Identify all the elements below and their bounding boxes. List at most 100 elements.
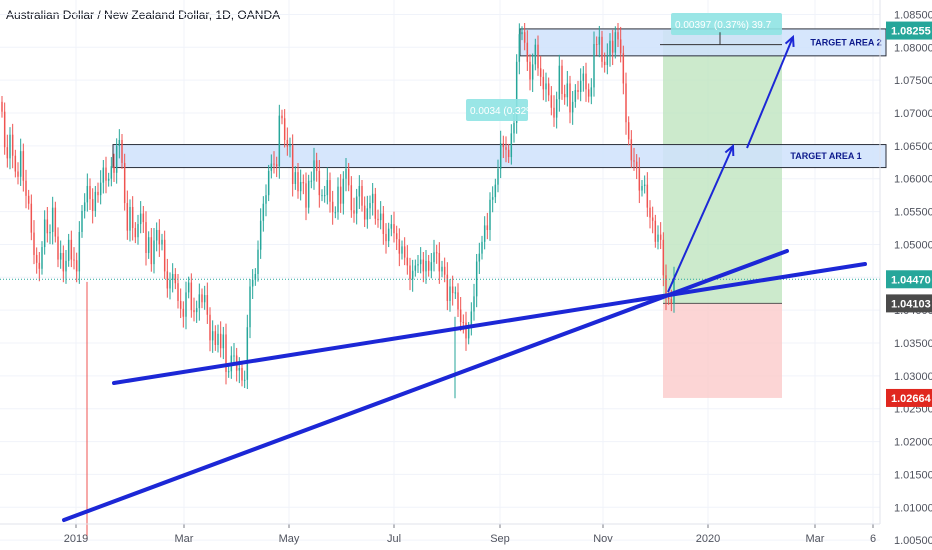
candle-body (17, 171, 19, 177)
candle-body (401, 246, 403, 254)
candle-body (470, 311, 473, 328)
candle-body (27, 195, 30, 204)
candle-body (315, 160, 318, 171)
candle-body (187, 282, 190, 293)
candle-body (326, 180, 329, 196)
measure-label-text: 0.0034 (0.32%) 34 (470, 106, 553, 117)
candle-body (403, 246, 406, 258)
candle-body (46, 219, 49, 234)
candle-body (374, 193, 377, 219)
forecast-arrow-head (784, 34, 795, 48)
candle-body (435, 252, 438, 254)
y-tick-label: 1.08500 (894, 9, 932, 21)
candle-body (654, 220, 657, 242)
candle-body (395, 233, 398, 240)
candle-body (267, 170, 270, 196)
candle-body (161, 239, 163, 245)
candle-body (473, 296, 475, 312)
candle-body (481, 241, 483, 254)
candle-body (358, 185, 361, 197)
candle-body (414, 265, 417, 271)
candle-body (345, 168, 347, 179)
candle-body (238, 367, 241, 371)
candle-body (347, 168, 350, 186)
candle-body (542, 76, 545, 90)
x-tick-label: May (279, 533, 300, 545)
x-tick-label: Mar (175, 533, 194, 545)
candle-body (555, 99, 558, 118)
candle-body (299, 182, 302, 192)
candle-body (177, 283, 179, 301)
candle-body (89, 185, 91, 200)
candle-body (657, 234, 659, 242)
candle-body (70, 239, 73, 260)
candle-body (62, 252, 65, 272)
candle-body (129, 206, 131, 231)
candle-body (257, 249, 259, 275)
candle-body (587, 89, 590, 97)
y-tick-label: 1.05500 (894, 207, 932, 219)
candle-body (329, 180, 331, 202)
candle-body (331, 201, 334, 213)
candle-body (457, 292, 459, 310)
y-tick-label: 1.06000 (894, 174, 932, 186)
candle-body (489, 199, 491, 230)
candle-body (155, 229, 158, 241)
candle-body (179, 300, 182, 309)
x-tick-label: Mar (806, 533, 825, 545)
candle-body (246, 327, 249, 380)
candle-body (547, 83, 550, 96)
candle-body (99, 182, 102, 196)
candle-body (270, 163, 273, 171)
candle-body (462, 321, 465, 323)
candle-body (54, 207, 57, 237)
candle-body (126, 203, 129, 231)
target-zone-label: TARGET AREA 2 (810, 37, 881, 47)
candle-body (94, 191, 97, 211)
y-tick-label: 1.00500 (894, 535, 932, 547)
candle-body (334, 212, 337, 214)
candle-body (291, 145, 294, 184)
candle-body (107, 178, 110, 181)
candle-body (150, 237, 153, 265)
candle-body (494, 184, 497, 198)
y-tick-label: 1.03000 (894, 371, 932, 383)
candle-body (529, 61, 531, 80)
candle-body (353, 210, 355, 214)
candle-body (625, 83, 627, 123)
candle-body (523, 32, 526, 43)
chart-title: Australian Dollar / New Zealand Dollar, … (6, 8, 281, 22)
candle-body (11, 134, 14, 156)
measure-label-box (466, 99, 528, 121)
candle-body (593, 44, 595, 88)
candle-body (185, 292, 187, 317)
candle-body (454, 292, 457, 294)
candle-body (417, 264, 419, 266)
x-tick-label: 2020 (696, 533, 720, 545)
candle-body (193, 310, 195, 313)
candle-body (363, 205, 366, 220)
candle-body (617, 32, 619, 40)
candle-body (611, 40, 614, 53)
candle-body (1, 101, 3, 112)
candle-body (579, 80, 582, 92)
candle-body (515, 61, 518, 123)
candle-body (486, 225, 489, 230)
candle-body (283, 118, 286, 140)
candle-body (38, 262, 41, 269)
candle-body (102, 167, 105, 183)
zones: TARGET AREA 2 TARGET AREA 1 (112, 28, 887, 398)
candle-body (59, 252, 62, 260)
candle-body (569, 83, 571, 113)
candle-body (174, 274, 177, 284)
candle-body (478, 253, 481, 262)
candle-body (201, 294, 203, 303)
candle-body (350, 185, 353, 211)
candle-body (574, 90, 577, 102)
candle-body (203, 295, 206, 303)
candle-body (465, 322, 467, 339)
candle-body (603, 61, 606, 66)
candle-body (502, 143, 505, 148)
